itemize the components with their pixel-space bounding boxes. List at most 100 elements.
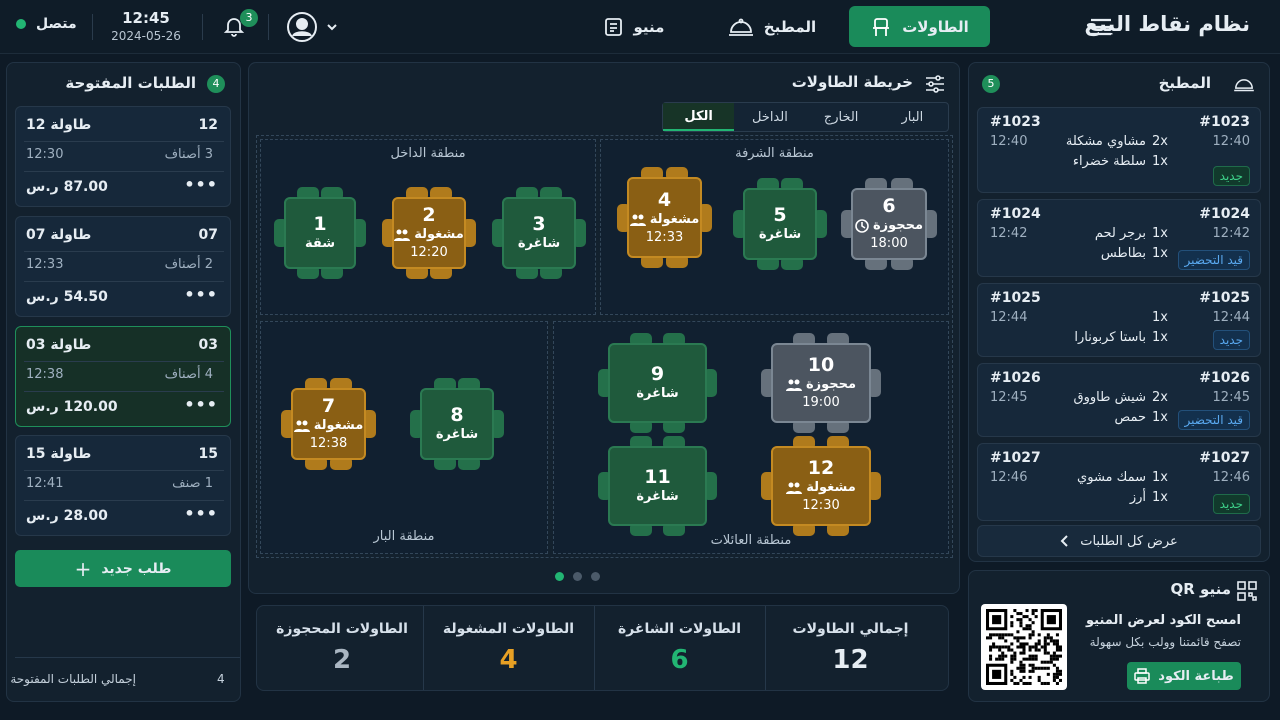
- kitchen-order-card[interactable]: #1024 12:42 #1024 12:42 1x برجر لحم 1x بطاطس قيد…: [977, 199, 1261, 277]
- zone-bar-label: منطقة البار: [373, 529, 435, 544]
- open-order-card[interactable]: طاولة 03 03 12:38 4 أصناف 120.00 ر.س •••: [15, 326, 231, 427]
- kitchen-order-card[interactable]: #1025 12:44 #1025 12:44 1x 1x باستا كربونارا جد…: [977, 283, 1261, 357]
- open-order-card[interactable]: طاولة 07 07 12:33 2 أصناف 54.50 ر.س •••: [15, 216, 231, 317]
- kitchen-order-card[interactable]: #1026 12:45 #1026 12:45 2x شيش طاووق 1x حمص قيد …: [977, 363, 1261, 437]
- hamburger-icon: [1091, 18, 1111, 36]
- open-orders-count-badge: 4: [207, 75, 225, 93]
- table-status: مشغولة: [649, 211, 700, 227]
- order-table-name: طاولة 15: [26, 446, 92, 462]
- item-name: أرز: [1129, 490, 1146, 505]
- more-options-icon[interactable]: •••: [184, 504, 218, 523]
- table-9[interactable]: 9 شاغرة: [596, 331, 719, 435]
- user-menu-button[interactable]: [286, 10, 342, 44]
- item-name: سلطة خضراء: [1072, 154, 1146, 169]
- table-number: 10: [807, 354, 835, 376]
- order-status-badge: جديد: [1212, 494, 1250, 514]
- table-6[interactable]: 6 محجوزة 18:00: [839, 176, 939, 272]
- filter-outside[interactable]: الخارج: [823, 109, 859, 125]
- open-order-card[interactable]: طاولة 15 15 12:41 1 صنف 28.00 ر.س •••: [15, 435, 231, 536]
- kitchen-order-card[interactable]: #1027 12:46 #1027 12:46 1x سمك مشوي 1x أرز جديد: [977, 443, 1261, 521]
- zone-family-label: منطقة العائلات: [710, 533, 792, 548]
- table-status: مشغولة: [414, 227, 464, 242]
- table-1[interactable]: 1 شقة: [272, 185, 368, 281]
- order-status-badge: جديد: [1212, 166, 1250, 186]
- order-id: #1024: [990, 206, 1041, 222]
- tab-menu[interactable]: منيو: [578, 6, 688, 47]
- table-4[interactable]: 4 مشغولة 12:33: [615, 165, 714, 270]
- table-10[interactable]: 10 محجوزة 19:00: [759, 331, 883, 435]
- table-number: 1: [313, 213, 327, 235]
- table-12[interactable]: 12 مشغولة 12:30: [759, 434, 883, 538]
- stat-card: الطاولات المحجوزة 2: [257, 606, 427, 690]
- order-table-number: 07: [198, 227, 218, 243]
- page-dot-3[interactable]: [591, 572, 600, 581]
- order-time-secondary: 12:40: [1212, 134, 1250, 149]
- tab-tables-label: الطاولات: [902, 17, 969, 36]
- tab-kitchen[interactable]: المطبخ: [712, 6, 832, 47]
- table-status: محجوزة: [805, 377, 857, 392]
- page-dot-2[interactable]: [573, 572, 582, 581]
- tab-menu-label: منيو: [633, 17, 665, 36]
- order-table-number: 03: [198, 337, 218, 353]
- table-number: 6: [882, 195, 896, 217]
- table-number: 2: [422, 204, 436, 226]
- table-2[interactable]: 2 مشغولة 12:20: [380, 185, 478, 281]
- notifications-button[interactable]: 3: [222, 9, 258, 40]
- new-order-button[interactable]: طلب جديد +: [15, 550, 231, 587]
- table-7[interactable]: 7 مشغولة 12:38: [279, 376, 378, 472]
- open-order-card[interactable]: طاولة 12 12 12:30 3 أصناف 87.00 ر.س •••: [15, 106, 231, 207]
- filter-all[interactable]: الكل: [663, 103, 735, 131]
- table-time: 18:00: [870, 236, 908, 251]
- filter-bar[interactable]: البار: [901, 109, 924, 125]
- new-order-label: طلب جديد: [101, 560, 172, 577]
- filter-inside[interactable]: الداخل: [751, 109, 788, 125]
- item-name: بطاطس: [1100, 246, 1146, 261]
- table-number: 9: [650, 363, 665, 385]
- open-orders-title: الطلبات المفتوحة: [65, 74, 196, 92]
- item-qty: 1x: [1152, 330, 1168, 345]
- table-time: 12:33: [645, 229, 684, 245]
- order-item-count: 4 أصناف: [164, 367, 213, 382]
- table-5[interactable]: 5 شاغرة: [731, 176, 829, 272]
- table-number: 12: [807, 457, 835, 479]
- app-title: نظام نقاط البيع: [1084, 12, 1250, 36]
- chair-icon: [873, 17, 890, 36]
- print-qr-button[interactable]: طباعة الكود: [1127, 662, 1241, 690]
- more-options-icon[interactable]: •••: [184, 395, 218, 414]
- more-options-icon[interactable]: •••: [184, 175, 218, 194]
- clock-time: 12:45: [122, 9, 170, 27]
- order-time-secondary: 12:42: [1212, 226, 1250, 241]
- order-total: 120.00 ر.س: [26, 399, 118, 415]
- order-time: 12:45: [990, 390, 1028, 405]
- item-name: حمص: [1114, 410, 1146, 425]
- table-status: شاغرة: [636, 489, 679, 504]
- kitchen-title: المطبخ: [1158, 74, 1211, 92]
- item-qty: 1x: [1152, 410, 1168, 425]
- table-number: 4: [657, 188, 672, 211]
- kitchen-order-card[interactable]: #1023 12:40 #1023 12:40 2x مشاوي مشكلة 1x سلطة …: [977, 107, 1261, 193]
- page-dot-1[interactable]: [555, 572, 564, 581]
- more-options-icon[interactable]: •••: [184, 285, 218, 304]
- clock-icon: [855, 219, 869, 233]
- qr-title: منيو QR: [1170, 580, 1231, 598]
- item-name: سمك مشوي: [1077, 470, 1146, 485]
- table-11[interactable]: 11 شاغرة: [596, 434, 719, 538]
- table-time: 12:20: [410, 245, 448, 260]
- table-8[interactable]: 8 شاغرة: [408, 376, 506, 472]
- item-qty: 2x: [1152, 134, 1168, 149]
- stat-label: الطاولات المحجوزة: [276, 621, 408, 637]
- order-id-secondary: #1026: [1199, 370, 1250, 386]
- hamburger-button[interactable]: [1089, 16, 1113, 38]
- kitchen-panel: 5 المطبخ #1023 12:40 #1023 12:40 2x مشاوي مشك…: [968, 62, 1270, 562]
- open-orders-footer-value: 4: [217, 672, 225, 686]
- stat-label: إجمالي الطاولات: [792, 621, 909, 637]
- order-time: 12:44: [990, 310, 1028, 325]
- order-status-badge: قيد التحضير: [1177, 410, 1250, 430]
- order-time: 12:42: [990, 226, 1028, 241]
- stat-value: 4: [499, 645, 518, 675]
- table-3[interactable]: 3 شاغرة: [490, 185, 588, 281]
- zone-inside-label: منطقة الداخل: [390, 146, 466, 161]
- view-all-orders-button[interactable]: عرض كل الطلبات: [977, 525, 1261, 557]
- order-status-badge: قيد التحضير: [1177, 250, 1250, 270]
- tab-tables[interactable]: الطاولات: [849, 6, 990, 47]
